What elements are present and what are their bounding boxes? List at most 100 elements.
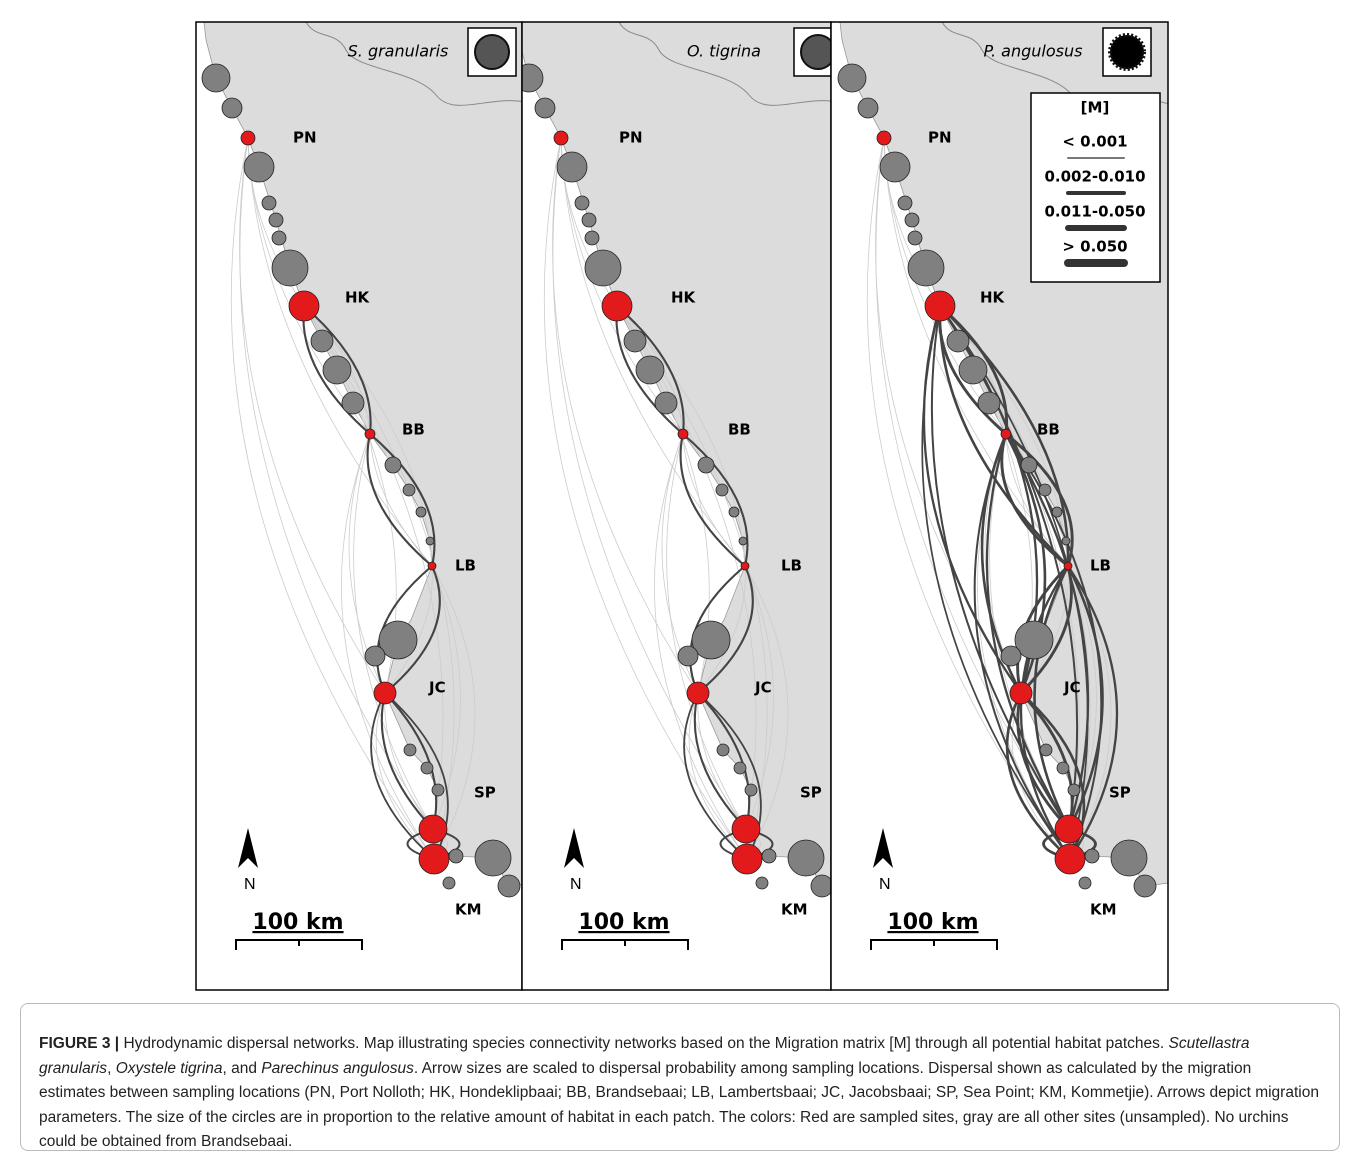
- habitat-patch: [1052, 507, 1062, 517]
- habitat-patch: [342, 392, 364, 414]
- habitat-patch: [535, 98, 555, 118]
- site-label: HK: [671, 289, 697, 307]
- sampled-site: [1001, 429, 1011, 439]
- sampled-site: [1064, 562, 1072, 570]
- site-label: HK: [345, 289, 371, 307]
- sampled-site: [732, 815, 760, 843]
- habitat-patch: [1057, 762, 1069, 774]
- scale-label: 100 km: [578, 910, 669, 935]
- habitat-patch: [905, 213, 919, 227]
- habitat-patch: [811, 875, 833, 897]
- site-label: LB: [455, 557, 476, 575]
- habitat-patch: [624, 330, 646, 352]
- legend-label: 0.011-0.050: [1044, 203, 1145, 221]
- habitat-patch: [959, 356, 987, 384]
- map-panel: PNHKBBLBJCSPKMS. granularisN100 km: [196, 22, 556, 990]
- site-label: JC: [1063, 679, 1081, 697]
- habitat-patch: [421, 762, 433, 774]
- habitat-patch: [1001, 646, 1021, 666]
- site-label: LB: [1090, 557, 1111, 575]
- scale-label: 100 km: [252, 910, 343, 935]
- habitat-patch: [734, 762, 746, 774]
- habitat-patch: [272, 231, 286, 245]
- figure: PNHKBBLBJCSPKMS. granularisN100 kmPNHKBB…: [0, 0, 1360, 1000]
- legend-label: > 0.050: [1062, 238, 1127, 256]
- habitat-patch: [432, 784, 444, 796]
- sampled-site: [602, 291, 632, 321]
- habitat-patch: [269, 213, 283, 227]
- legend-label: < 0.001: [1062, 133, 1127, 151]
- sampled-site: [289, 291, 319, 321]
- site-label: BB: [402, 421, 425, 439]
- habitat-patch: [838, 64, 866, 92]
- habitat-patch: [426, 537, 434, 545]
- habitat-patch: [1039, 484, 1051, 496]
- species-name: O. tigrina: [687, 42, 761, 61]
- habitat-patch: [947, 330, 969, 352]
- sampled-site: [1055, 844, 1085, 874]
- caption-text: ,: [107, 1060, 116, 1077]
- habitat-patch: [244, 152, 274, 182]
- sampled-site: [877, 131, 891, 145]
- north-label: N: [879, 876, 891, 893]
- habitat-patch: [1111, 840, 1147, 876]
- habitat-patch: [880, 152, 910, 182]
- habitat-patch: [323, 356, 351, 384]
- species-name: S. granularis: [348, 42, 449, 61]
- site-label: SP: [1109, 784, 1131, 802]
- sampled-site: [925, 291, 955, 321]
- habitat-patch: [585, 231, 599, 245]
- habitat-patch: [443, 877, 455, 889]
- legend-title: [M]: [1081, 99, 1110, 117]
- habitat-patch: [475, 840, 511, 876]
- caption: FIGURE 3 | Hydrodynamic dispersal networ…: [20, 1003, 1340, 1151]
- sampled-site: [428, 562, 436, 570]
- caption-text: FIGURE 3 |: [39, 1035, 119, 1052]
- site-label: KM: [1090, 901, 1117, 919]
- sampled-site: [732, 844, 762, 874]
- caption-text: , and: [223, 1060, 262, 1077]
- map-panel: PNHKBBLBJCSPKMO. tigrinaN100 km: [515, 22, 869, 990]
- habitat-patch: [908, 231, 922, 245]
- site-label: BB: [1037, 421, 1060, 439]
- habitat-patch: [788, 840, 824, 876]
- habitat-patch: [416, 507, 426, 517]
- species-icon: [475, 35, 509, 69]
- habitat-patch: [716, 484, 728, 496]
- habitat-patch: [449, 849, 463, 863]
- habitat-patch: [311, 330, 333, 352]
- page: PNHKBBLBJCSPKMS. granularisN100 kmPNHKBB…: [0, 0, 1360, 1161]
- habitat-patch: [585, 250, 621, 286]
- sampled-site: [419, 844, 449, 874]
- site-label: BB: [728, 421, 751, 439]
- site-label: PN: [928, 129, 952, 147]
- habitat-patch: [582, 213, 596, 227]
- sampled-site: [1055, 815, 1083, 843]
- sampled-site: [554, 131, 568, 145]
- species-name: P. angulosus: [984, 42, 1083, 61]
- sampled-site: [419, 815, 447, 843]
- habitat-patch: [272, 250, 308, 286]
- site-label: KM: [781, 901, 808, 919]
- sampled-site: [687, 682, 709, 704]
- sampled-site: [365, 429, 375, 439]
- site-label: HK: [980, 289, 1006, 307]
- habitat-patch: [858, 98, 878, 118]
- habitat-patch: [498, 875, 520, 897]
- habitat-patch: [1062, 537, 1070, 545]
- habitat-patch: [745, 784, 757, 796]
- sampled-site: [241, 131, 255, 145]
- habitat-patch: [978, 392, 1000, 414]
- site-label: LB: [781, 557, 802, 575]
- habitat-patch: [636, 356, 664, 384]
- sampled-site: [678, 429, 688, 439]
- species-icon: [1110, 35, 1144, 69]
- habitat-patch: [385, 457, 401, 473]
- site-label: JC: [754, 679, 772, 697]
- habitat-patch: [908, 250, 944, 286]
- scale-label: 100 km: [887, 910, 978, 935]
- habitat-patch: [729, 507, 739, 517]
- legend: [M]< 0.0010.002-0.0100.011-0.050> 0.050: [1031, 93, 1160, 282]
- habitat-patch: [698, 457, 714, 473]
- habitat-patch: [762, 849, 776, 863]
